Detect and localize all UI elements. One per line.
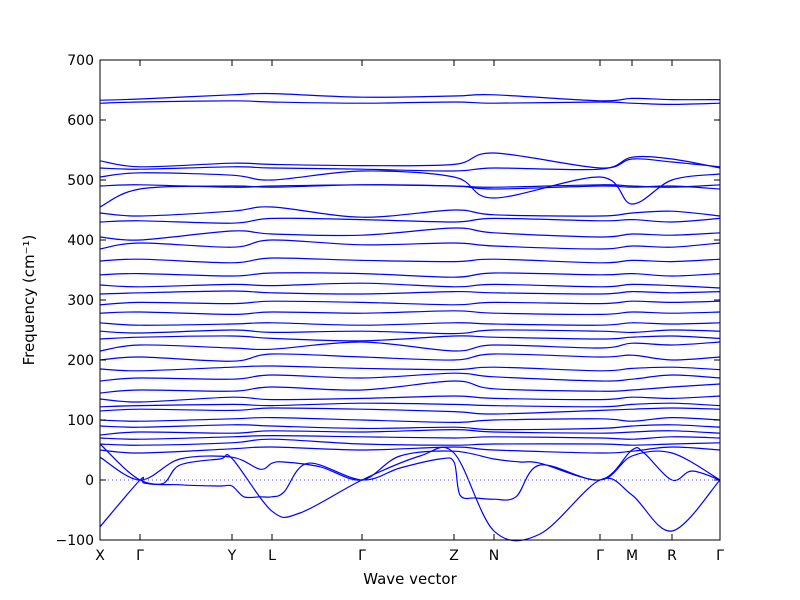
- band-line: [99, 335, 721, 342]
- band-line: [99, 310, 721, 316]
- band-line: [99, 446, 721, 454]
- x-tick-label: Γ: [358, 548, 366, 564]
- band-line: [99, 353, 721, 362]
- band-lines: [99, 92, 721, 542]
- band-line: [99, 184, 721, 188]
- band-line: [99, 170, 721, 205]
- x-axis-label: Wave vector: [363, 570, 457, 588]
- band-line: [99, 395, 721, 403]
- band-line: [99, 239, 721, 250]
- band-line: [99, 227, 721, 241]
- band-line: [99, 257, 721, 264]
- x-tick-label: Y: [227, 548, 237, 564]
- y-tick-label: 100: [67, 413, 94, 429]
- y-tick-label: 700: [67, 53, 94, 69]
- y-tick-label: 0: [85, 473, 94, 489]
- band-line: [99, 372, 721, 382]
- x-tick-label: Γ: [136, 548, 144, 564]
- band-line: [99, 92, 721, 102]
- y-tick-label: 200: [67, 353, 94, 369]
- y-tick-label: 400: [67, 233, 94, 249]
- y-tick-label: 300: [67, 293, 94, 309]
- band-line: [99, 450, 721, 481]
- band-line: [99, 402, 721, 408]
- band-line: [99, 100, 721, 106]
- band-line: [99, 416, 721, 424]
- y-tick-label: −100: [56, 533, 94, 549]
- band-line: [99, 322, 721, 326]
- x-tick-label: N: [489, 548, 499, 564]
- x-tick-label: R: [667, 548, 677, 564]
- x-tick-label: M: [626, 548, 638, 564]
- band-line: [99, 424, 721, 431]
- band-line: [99, 380, 721, 394]
- y-axis-label: Frequency (cm⁻¹): [20, 235, 38, 366]
- y-tick-label: 600: [67, 113, 94, 129]
- y-tick-label: 500: [67, 173, 94, 189]
- band-line: [99, 272, 721, 278]
- band-line: [99, 428, 721, 436]
- band-line: [99, 282, 721, 289]
- band-line: [99, 329, 721, 335]
- band-line: [99, 443, 721, 501]
- band-line: [99, 217, 721, 224]
- band-line: [99, 434, 721, 440]
- x-tick-label: Z: [449, 548, 459, 564]
- x-tick-label: X: [95, 548, 105, 564]
- band-line: [99, 290, 721, 295]
- band-line: [99, 438, 721, 446]
- y-axis-ticks: −100 0 100 200 300 400 500 600 700: [56, 53, 720, 549]
- x-tick-label: Γ: [596, 548, 604, 564]
- band-line: [99, 206, 721, 218]
- band-line: [99, 152, 721, 169]
- band-line: [99, 155, 721, 172]
- band-line: [99, 341, 721, 352]
- x-tick-label: Γ: [716, 548, 724, 564]
- band-line: [99, 300, 721, 306]
- band-line: [99, 407, 721, 415]
- x-tick-label: L: [268, 548, 276, 564]
- band-line: [99, 365, 721, 372]
